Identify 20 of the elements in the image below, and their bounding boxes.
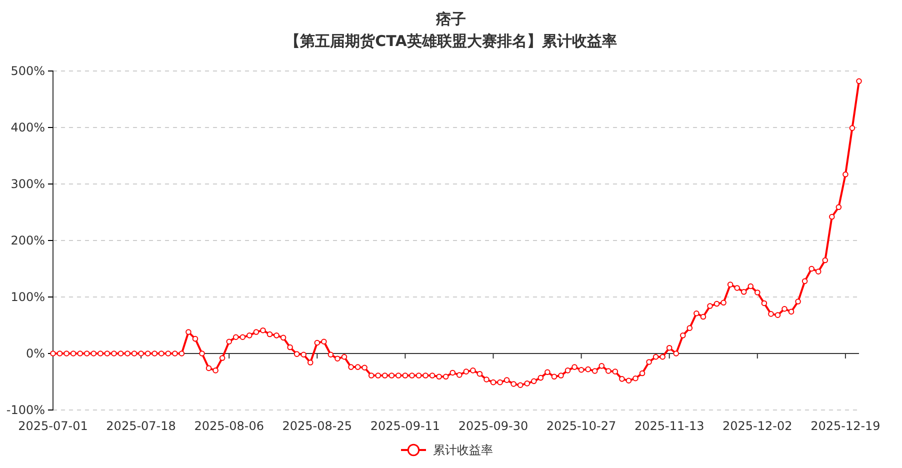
legend-label: 累计收益率 (433, 443, 493, 457)
y-tick-label: 200% (10, 233, 45, 248)
chart-title: 痞子 (435, 10, 466, 28)
chart-subtitle: 【第五届期货CTA英雄联盟大赛排名】累计收益率 (285, 32, 617, 50)
x-tick-label: 2025-12-19 (810, 419, 880, 433)
y-tick-label: 300% (10, 176, 45, 191)
y-tick-label: 0% (26, 346, 45, 360)
x-tick-label: 2025-08-06 (194, 419, 264, 433)
y-tick-label: 500% (10, 64, 45, 78)
x-tick-label: 2025-09-30 (458, 419, 528, 433)
x-tick-label: 2025-12-02 (722, 419, 792, 433)
y-tick-label: 400% (10, 120, 45, 134)
x-tick-label: 2025-11-13 (634, 419, 704, 433)
x-tick-label: 2025-09-11 (370, 419, 440, 433)
x-tick-label: 2025-10-27 (546, 419, 616, 433)
y-tick-label: -100% (6, 402, 45, 417)
x-tick-label: 2025-07-18 (106, 419, 176, 433)
x-tick-label: 2025-07-01 (18, 419, 88, 433)
y-tick-label: 100% (10, 290, 45, 304)
x-tick-label: 2025-08-25 (282, 419, 352, 433)
